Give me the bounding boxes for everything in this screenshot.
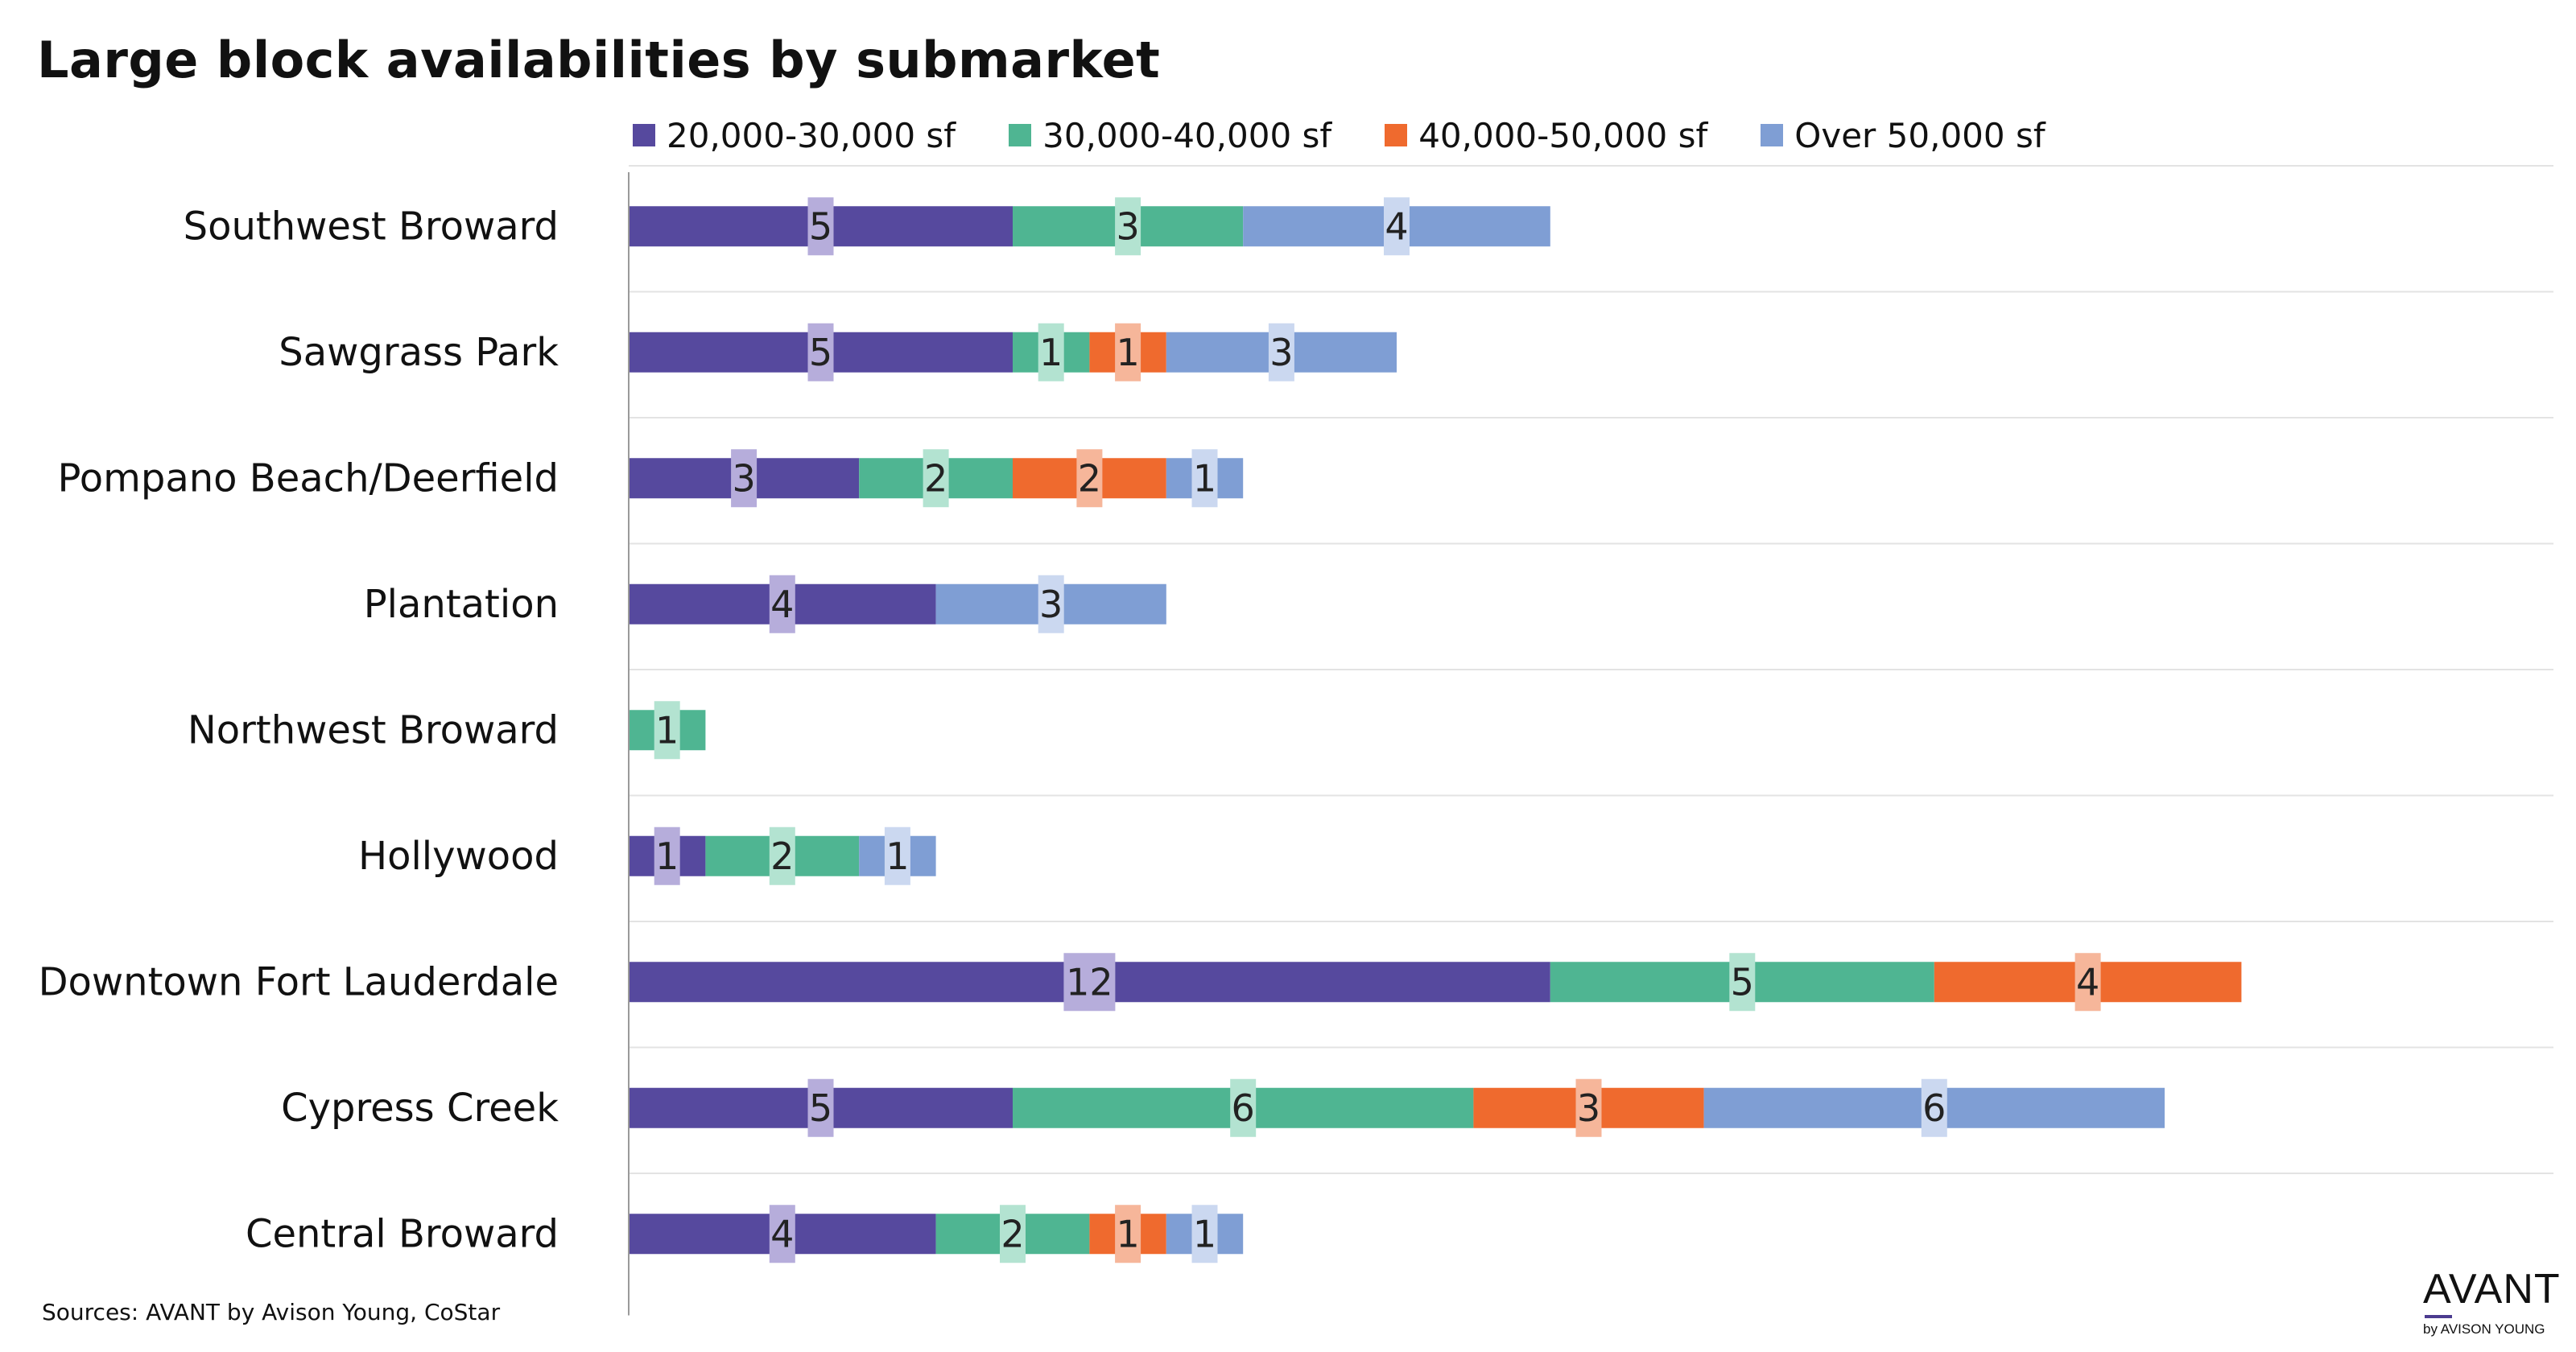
data-label: 1 [1116, 1212, 1139, 1255]
data-label-box [1729, 953, 1756, 1012]
legend-label-over-50k: Over 50,000 sf [1794, 115, 2046, 155]
category-label: Central Broward [246, 1211, 559, 1256]
data-label: 2 [924, 456, 947, 500]
category-label: Downtown Fort Lauderdale [39, 959, 559, 1004]
chart-title: Large block availabilities by submarket [37, 31, 1161, 89]
data-label-box [769, 826, 795, 885]
category-label: Southwest Broward [184, 204, 559, 249]
data-label-box [807, 1078, 834, 1137]
data-label: 12 [1066, 960, 1113, 1004]
avant-logo: AVANT by AVISON YOUNG [2423, 1265, 2560, 1338]
legend-swatch-20-30k [633, 124, 655, 146]
legend-label-20-30k: 20,000-30,000 sf [667, 115, 956, 155]
data-label-box [654, 701, 680, 760]
legend-item-40-50k: 40,000-50,000 sf [1385, 116, 1707, 155]
data-label-box [1115, 1205, 1141, 1263]
data-label: 1 [886, 835, 909, 878]
data-label: 2 [770, 835, 794, 878]
legend-item-over-50k: Over 50,000 sf [1761, 115, 2046, 155]
data-label-box [807, 323, 834, 381]
data-label: 1 [655, 835, 679, 878]
legend: 20,000-30,000 sf 30,000-40,000 sf 40,000… [633, 111, 2099, 159]
data-label: 4 [770, 1212, 794, 1255]
data-label-box [1191, 1205, 1218, 1263]
data-label: 1 [1193, 456, 1216, 500]
logo-subtext: by AVISON YOUNG [2423, 1321, 2545, 1337]
category-label: Pompano Beach/Deerfield [58, 455, 559, 501]
data-label: 6 [1922, 1086, 1946, 1130]
category-label: Cypress Creek [281, 1086, 559, 1131]
data-label-box [769, 1205, 795, 1263]
category-label: Plantation [364, 582, 559, 627]
legend-label-30-40k: 30,000-40,000 sf [1042, 115, 1332, 155]
data-label-box [1921, 1078, 1947, 1137]
data-label-box [1115, 323, 1141, 381]
category-label: Hollywood [358, 834, 559, 879]
data-label: 1 [655, 708, 679, 752]
data-label-box [1038, 323, 1064, 381]
logo-accent-bar [2425, 1315, 2452, 1318]
data-label: 4 [2076, 960, 2099, 1004]
legend-label-40-50k: 40,000-50,000 sf [1418, 115, 1708, 155]
legend-swatch-30-40k [1009, 124, 1032, 146]
data-label-box [1076, 449, 1103, 508]
data-label-box [769, 575, 795, 633]
data-label: 3 [1577, 1086, 1600, 1130]
data-label-box [654, 826, 680, 885]
data-label: 1 [1039, 331, 1063, 374]
data-label: 3 [1269, 331, 1293, 374]
data-label: 3 [1116, 204, 1139, 248]
data-label: 2 [1078, 456, 1101, 500]
data-label: 4 [770, 583, 794, 626]
data-label: 1 [1116, 331, 1139, 374]
legend-swatch-40-50k [1385, 124, 1408, 146]
logo-wordmark: AVANT [2423, 1266, 2561, 1313]
data-label: 5 [809, 331, 832, 374]
data-label: 1 [1193, 1212, 1216, 1255]
legend-item-30-40k: 30,000-40,000 sf [1009, 116, 1331, 155]
data-label: 2 [1001, 1212, 1024, 1255]
data-label-box [1268, 323, 1294, 381]
data-label-box [1191, 449, 1218, 508]
data-label-box [884, 826, 910, 885]
data-label: 5 [809, 1086, 832, 1130]
data-label-box [923, 449, 949, 508]
data-label-box [1038, 575, 1064, 633]
data-label-box [1384, 197, 1410, 256]
data-label: 3 [732, 456, 755, 500]
data-label: 6 [1232, 1086, 1255, 1130]
data-label-box [1115, 197, 1141, 256]
data-label: 5 [809, 204, 832, 248]
data-label: 3 [1039, 583, 1063, 626]
data-label-box [1230, 1078, 1257, 1137]
legend-item-20-30k: 20,000-30,000 sf [633, 116, 956, 155]
data-label-box [2074, 953, 2101, 1012]
data-label-box [1575, 1078, 1602, 1137]
data-label-box [807, 197, 834, 256]
legend-swatch-over-50k [1761, 124, 1784, 146]
category-label: Northwest Broward [188, 707, 559, 752]
category-label: Sawgrass Park [279, 330, 559, 375]
data-label-box [1000, 1205, 1026, 1263]
data-label: 4 [1385, 204, 1408, 248]
data-label: 5 [1731, 960, 1754, 1004]
data-label-box [1063, 953, 1116, 1012]
source-note: Sources: AVANT by Avison Young, CoStar [42, 1299, 501, 1325]
data-label-box [731, 449, 758, 508]
